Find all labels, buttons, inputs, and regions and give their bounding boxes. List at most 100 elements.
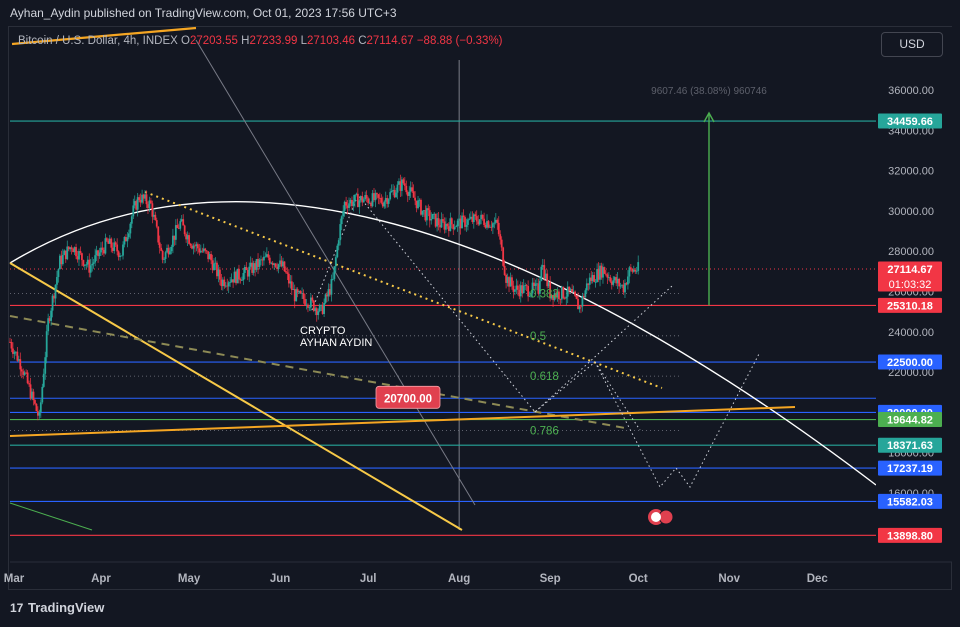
candle-body [474, 214, 477, 217]
candle-body [408, 191, 411, 196]
candle-body [502, 247, 505, 266]
open-label: O [181, 35, 190, 47]
candle-body [337, 240, 340, 246]
candle-body [607, 277, 610, 279]
candle-body [132, 205, 135, 217]
candle-body [378, 197, 381, 199]
candle-body [229, 282, 232, 283]
candles [9, 174, 640, 421]
candle-body [61, 254, 64, 265]
candle-body [277, 264, 280, 270]
candle-body [20, 369, 23, 372]
candle-body [332, 278, 334, 280]
candle-body [566, 286, 569, 297]
candle-body [39, 402, 42, 413]
level-price-label: 17237.19 [887, 463, 933, 475]
candle-body [550, 295, 553, 299]
candle-body [26, 372, 29, 384]
tradingview-footer[interactable]: 17 TradingView [10, 600, 104, 615]
candle-body [392, 189, 394, 192]
candle-body [324, 294, 327, 303]
olive-dashed-line[interactable] [9, 315, 626, 429]
candle-body [615, 277, 618, 284]
flag-globe-icon [651, 512, 661, 522]
gray-trend-line[interactable] [195, 39, 476, 506]
economic-event-icon-2[interactable] [658, 509, 674, 525]
candle-body [260, 259, 262, 261]
candle-body [578, 306, 581, 310]
orange-support-line[interactable] [9, 406, 796, 437]
candle-body [480, 214, 483, 220]
yellow-falling-line[interactable] [9, 262, 463, 531]
candle-body [283, 261, 286, 272]
candle-body [126, 237, 129, 242]
candle-body [182, 219, 185, 226]
candle-body [568, 286, 571, 291]
candle-body [596, 269, 598, 283]
candle-body [274, 263, 277, 267]
candle-body [32, 391, 35, 401]
candle-body [233, 271, 236, 283]
author-line-1: CRYPTO [300, 325, 346, 337]
candle-body [79, 251, 82, 254]
candle-body [352, 201, 355, 207]
candle-body [587, 283, 590, 285]
candle-body [606, 274, 609, 278]
candle-body [111, 247, 114, 251]
candle-body [144, 194, 146, 199]
price-badge[interactable] [375, 385, 441, 409]
candle-body [292, 289, 295, 290]
yellow-dotted-downtrend[interactable] [144, 191, 663, 389]
level-price-tag [878, 113, 942, 129]
candle-body [147, 204, 149, 209]
candle-body [380, 197, 383, 203]
green-small-line[interactable] [9, 502, 93, 531]
candle-body [273, 263, 276, 265]
top-orange-line[interactable] [11, 26, 197, 46]
candle-body [155, 220, 158, 227]
candle-body [123, 236, 126, 245]
candle-body [45, 331, 48, 358]
candle-body [500, 239, 503, 248]
candle-body [530, 293, 532, 297]
candle-body [145, 194, 148, 205]
candle-body [85, 264, 88, 266]
resistance-arc[interactable] [9, 201, 877, 486]
candle-body [318, 305, 321, 312]
candle-body [524, 285, 527, 287]
candle-body [67, 246, 70, 250]
candle-body [527, 286, 530, 297]
chart-frame[interactable] [8, 26, 952, 590]
candle-body [38, 412, 41, 416]
candle-body [69, 247, 72, 250]
candle-body [36, 411, 39, 416]
candle-body [420, 199, 422, 215]
candle-body [217, 269, 220, 277]
candle-body [135, 201, 138, 210]
candle-body [280, 260, 283, 267]
candle-body [330, 279, 333, 295]
projection-path[interactable] [311, 194, 761, 488]
candle-body [537, 283, 540, 294]
candle-body [558, 291, 560, 299]
y-tick-label: 22000.00 [888, 367, 934, 379]
price-badge-label: 20700.00 [384, 393, 432, 405]
candle-body [555, 293, 557, 298]
candle-body [117, 251, 120, 258]
candle-body [95, 250, 98, 256]
candle-body [514, 289, 516, 292]
candle-body [329, 289, 331, 295]
candle-body [191, 245, 193, 249]
projection-path-3[interactable] [594, 361, 641, 431]
candle-body [164, 252, 167, 259]
candle-body [411, 187, 414, 192]
candle-body [440, 219, 443, 228]
candle-body [199, 250, 202, 253]
candle-body [637, 262, 640, 271]
candle-body [107, 240, 110, 244]
symbol-name[interactable]: Bitcoin / U.S. Dollar, 4h, INDEX [18, 35, 178, 47]
candle-body [540, 266, 543, 281]
currency-button[interactable]: USD [881, 32, 943, 57]
candle-body [210, 254, 212, 261]
